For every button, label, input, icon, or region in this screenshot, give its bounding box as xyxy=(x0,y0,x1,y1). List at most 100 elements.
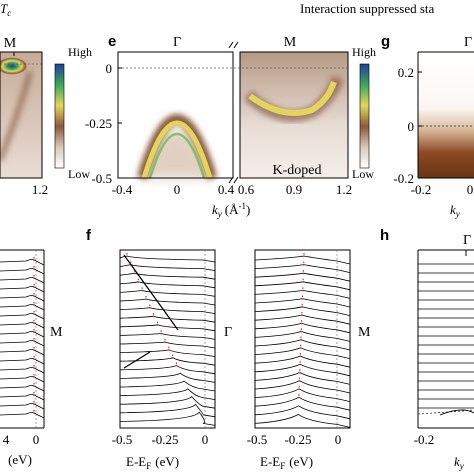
edc-curve xyxy=(254,264,351,273)
panel-g-y-tick-0.2: 0.2 xyxy=(398,65,414,80)
edc-curve xyxy=(119,281,216,289)
edc-curve xyxy=(119,349,216,357)
edc-curve xyxy=(119,364,216,375)
panel-h-x-label: ky xyxy=(454,454,464,471)
edc-curve xyxy=(119,315,216,323)
edc-curve xyxy=(119,380,216,392)
panel-e-x-tick-1.2: 1.2 xyxy=(336,182,352,197)
panel-e-x-tick-0.9: 0.9 xyxy=(286,182,302,197)
panel-e-y-axis xyxy=(118,67,122,179)
panel-f-left-x-tick-minus-0.25: -0.25 xyxy=(151,432,178,447)
panel-e-y-tick-0: 0 xyxy=(106,61,113,76)
edc-curve xyxy=(119,403,216,418)
edc-curve xyxy=(0,358,45,365)
top-left-m-label: M xyxy=(4,36,17,51)
edc-curve xyxy=(0,268,45,275)
edc-curve xyxy=(254,289,351,299)
panel-e-x-tick-0.6: 0.6 xyxy=(238,182,255,197)
panel-f-right-x-tick-minus-0.25: -0.25 xyxy=(284,432,311,447)
edc-curve xyxy=(0,304,45,311)
edc-curve xyxy=(119,289,216,297)
panel-h-mdc-panel xyxy=(417,249,474,429)
edc-curve xyxy=(119,395,216,409)
edc-curve xyxy=(254,306,351,316)
panel-e-axis-break-bottom xyxy=(228,176,239,184)
panel-e-colorbar xyxy=(359,63,370,169)
bottom-left-edc-panel xyxy=(0,249,45,429)
panel-e-y-tick-minus-0.25: -0.25 xyxy=(85,116,112,131)
panel-letter-h: h xyxy=(380,227,389,244)
edc-curve xyxy=(0,403,45,410)
panel-f-right-x-tick-0: 0 xyxy=(335,432,342,447)
panel-e-colorbar-low: Low xyxy=(352,167,374,181)
dispersion-guide xyxy=(123,351,151,369)
edc-curve xyxy=(0,349,45,356)
edc-curve xyxy=(119,372,216,383)
edc-curve xyxy=(119,388,216,400)
panel-g-gamma-label: Γ xyxy=(464,35,472,50)
top-left-x-tick-1.2: 1.2 xyxy=(32,182,48,197)
panel-g-map xyxy=(417,51,474,179)
edc-curve xyxy=(119,332,216,340)
panel-e-right-map xyxy=(239,51,349,179)
edc-curve xyxy=(254,298,351,308)
edc-curve xyxy=(0,322,45,329)
panel-f-left-gamma-label: Γ xyxy=(224,325,232,340)
top-left-colorbar-high: High xyxy=(68,45,92,59)
edc-curve xyxy=(119,341,216,349)
edc-curve xyxy=(119,324,216,332)
panel-h-x-tick-minus-0.2: -0.2 xyxy=(414,432,435,447)
edc-curve xyxy=(0,412,45,419)
edc-curve xyxy=(119,411,216,426)
panel-g-y-tick-0: 0 xyxy=(408,119,415,134)
edc-curve xyxy=(0,340,45,347)
panel-letter-g: g xyxy=(381,33,390,50)
bottom-left-m-label: M xyxy=(50,325,63,340)
edc-curve xyxy=(0,259,45,266)
panel-e-m-label: M xyxy=(284,35,297,50)
edc-curve xyxy=(254,413,351,428)
edc-curve xyxy=(254,255,351,265)
edc-curve xyxy=(0,313,45,320)
edc-curve xyxy=(0,376,45,383)
panel-e-gamma-label: Γ xyxy=(173,35,181,50)
panel-f-left-x-label: E-EF (eV) xyxy=(126,454,179,471)
top-left-colorbar-low: Low xyxy=(68,167,90,181)
edc-curve xyxy=(254,322,351,334)
panel-e-x-tick-0: 0 xyxy=(174,182,181,197)
panel-e-axis-break-top xyxy=(228,41,239,49)
panel-e-x-tick-0.4: 0.4 xyxy=(218,182,235,197)
edc-curve xyxy=(119,255,216,263)
edc-curve xyxy=(0,295,45,302)
panel-e-y-tick-minus-0.5: -0.5 xyxy=(91,171,112,186)
panel-e-colorbar-high: High xyxy=(352,45,376,59)
edc-curve xyxy=(0,277,45,284)
dispersion-guide xyxy=(123,254,179,331)
edc-curve xyxy=(254,405,351,420)
edc-curve xyxy=(119,307,216,314)
bottom-left-x-tick-0: 0 xyxy=(33,432,40,447)
panel-e-inset-label: K-doped xyxy=(273,163,322,178)
bottom-left-x-label: (eV) xyxy=(8,452,32,467)
panel-f-left-x-tick-0: 0 xyxy=(202,432,209,447)
edc-curve xyxy=(0,394,45,401)
panel-e-left-map xyxy=(117,51,234,180)
panel-g-x-label: ky xyxy=(450,202,460,219)
panel-h-gamma-label: Γ xyxy=(463,233,471,248)
edc-curve xyxy=(0,367,45,374)
panel-letter-e: e xyxy=(108,33,116,50)
top-left-colorbar xyxy=(54,63,65,169)
panel-letter-f: f xyxy=(86,227,92,244)
panel-e-x-label: ky (Å-1) xyxy=(212,201,250,219)
tc-label: Tc xyxy=(0,1,11,18)
panel-f-right-m-label: M xyxy=(358,325,371,340)
top-left-panel xyxy=(0,51,43,179)
edc-curve xyxy=(119,298,216,306)
header-title: Interaction suppressed sta xyxy=(300,1,435,16)
panel-f-right-x-tick-minus-0.5: -0.5 xyxy=(247,432,268,447)
panel-g-x-tick-minus-0.2: -0.2 xyxy=(411,182,432,197)
bottom-left-x-tick-4: 4 xyxy=(3,432,10,447)
edc-curve xyxy=(254,314,351,325)
edc-curve xyxy=(0,286,45,293)
